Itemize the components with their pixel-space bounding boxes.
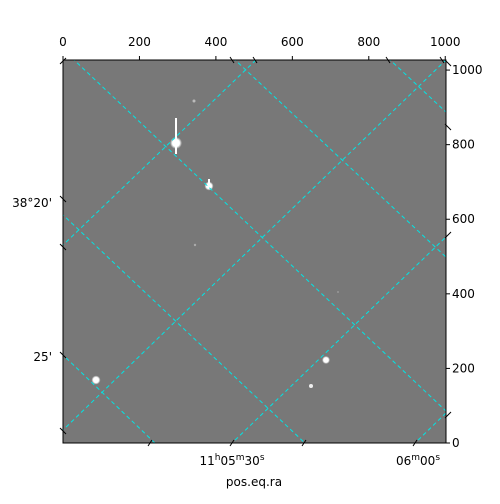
ra-tick-unit: s: [260, 453, 265, 463]
grid-line: [63, 60, 257, 246]
grid-line: [63, 354, 156, 443]
ra-tick-number: 30: [245, 454, 260, 468]
x-axis-label: pos.eq.ra: [226, 475, 282, 489]
grid-line: [231, 236, 446, 443]
y-tick-label: 800: [452, 138, 475, 152]
x-tick-label: 400: [204, 35, 227, 49]
y-tick-label: 400: [452, 287, 475, 301]
ra-tick-number: 11: [199, 454, 214, 468]
world-tick-marks: [59, 56, 452, 447]
dec-tick-label: 25': [33, 350, 52, 364]
ra-tick-number: 06: [396, 454, 411, 468]
y-tick-label: 200: [452, 361, 475, 375]
grid-line: [63, 60, 446, 431]
star: [309, 384, 313, 388]
star: [337, 291, 339, 293]
grid-line: [414, 412, 446, 443]
coordinate-grid: [63, 60, 446, 443]
star: [322, 356, 330, 364]
ra-tick-label: 11h05m30s: [199, 453, 264, 468]
y-tick-label: 600: [452, 212, 475, 226]
star: [193, 243, 197, 247]
ra-tick-label: 06m00s: [396, 453, 440, 468]
ra-tick-number: 05: [220, 454, 235, 468]
ra-tick-unit: h: [215, 453, 221, 463]
x-tick-label: 1000: [430, 35, 461, 49]
dec-tick-label: 38°20': [12, 196, 52, 210]
image-background: [63, 60, 446, 443]
y-tick-label: 0: [452, 436, 460, 450]
x-tick-label: 200: [128, 35, 151, 49]
grid-line: [63, 214, 306, 443]
ra-tick-number: 00: [420, 454, 435, 468]
bleed-trail: [208, 179, 210, 187]
x-tick-label: 0: [59, 35, 67, 49]
ra-tick-unit: s: [435, 453, 440, 463]
star: [91, 375, 101, 385]
sources: [91, 99, 339, 388]
ra-tick-unit: m: [411, 453, 420, 463]
x-tick-label: 600: [281, 35, 304, 49]
star: [192, 99, 196, 103]
ra-tick-unit: m: [236, 453, 245, 463]
bleed-trail: [175, 118, 177, 154]
grid-line: [73, 60, 446, 412]
y-tick-label: 1000: [452, 63, 483, 77]
x-tick-label: 800: [357, 35, 380, 49]
